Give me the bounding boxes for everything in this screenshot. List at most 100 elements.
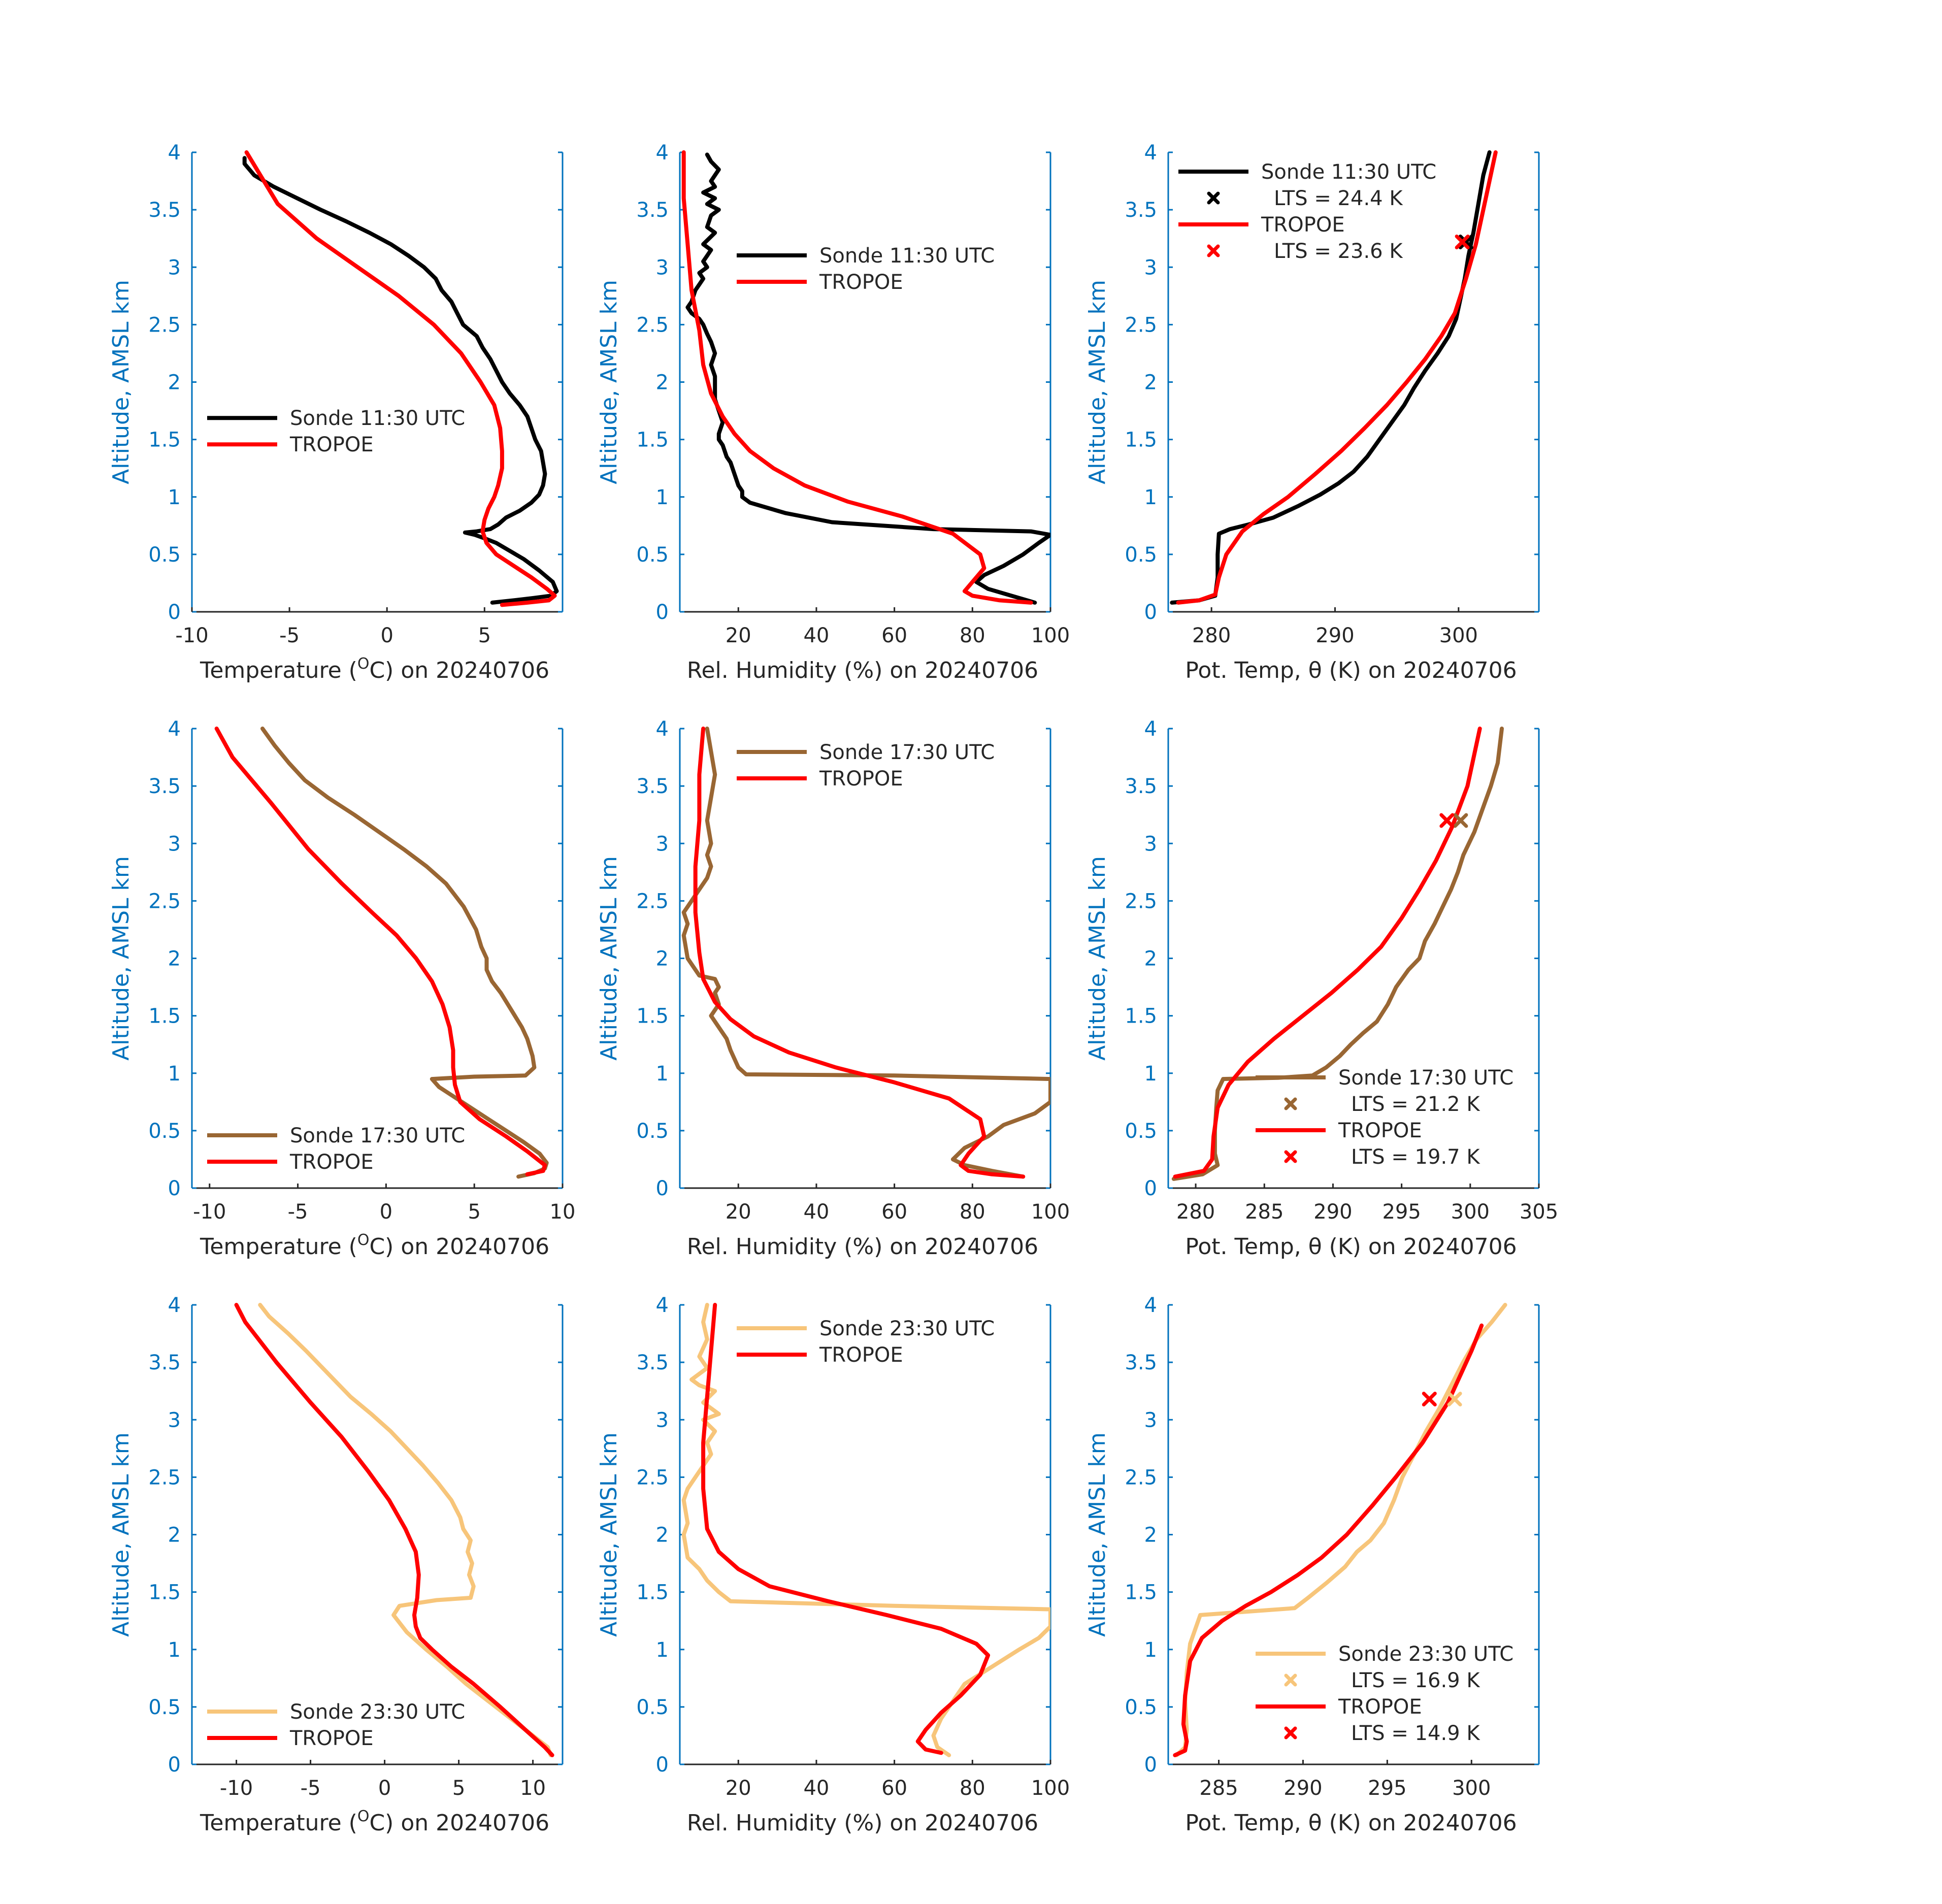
y-axis-label: Altitude, AMSL km bbox=[108, 856, 134, 1061]
y-tick-label: 2.5 bbox=[148, 1466, 181, 1489]
legend-label: Sonde 17:30 UTC bbox=[290, 1124, 465, 1147]
legend: Sonde 23:30 UTC TROPOE bbox=[737, 1317, 995, 1367]
y-tick-label: 0 bbox=[168, 1177, 181, 1200]
y-tick-label: 0 bbox=[1144, 1753, 1157, 1777]
x-tick-label: 80 bbox=[960, 1200, 985, 1224]
x-tick-label: 60 bbox=[881, 624, 907, 647]
lts-marker bbox=[1422, 1392, 1437, 1407]
legend-label: Sonde 23:30 UTC bbox=[1338, 1643, 1513, 1666]
legend-label: Sonde 11:30 UTC bbox=[1261, 160, 1436, 184]
y-tick-label: 1.5 bbox=[1125, 1581, 1157, 1604]
y-tick-label: 0.5 bbox=[636, 1696, 669, 1719]
x-tick-label: 100 bbox=[1031, 1200, 1070, 1224]
x-axis-label: Temperature (OC) on 20240706 bbox=[200, 1808, 549, 1836]
legend-label: TROPOE bbox=[1261, 213, 1345, 237]
panel-rh_1130: 0 0.5 1 1.5 2 2.5 3 3.5 4 20 40 60 80 100 Rel. Humidit… bbox=[596, 141, 1070, 683]
x-tick-label: -5 bbox=[301, 1777, 321, 1800]
x-tick-label: 40 bbox=[803, 1200, 829, 1224]
y-tick-label: 2.5 bbox=[636, 890, 669, 913]
legend: Sonde 11:30 UTC TROPOE bbox=[207, 407, 465, 456]
y-tick-label: 3.5 bbox=[148, 199, 181, 222]
y-tick-label: 0.5 bbox=[636, 543, 669, 567]
panel-temp_2330: 0 0.5 1 1.5 2 2.5 3 3.5 4 -10 -5 0 5 10 Temperature (O… bbox=[108, 1294, 564, 1836]
series-line-tropoe bbox=[244, 150, 557, 607]
legend-label: TROPOE bbox=[1338, 1119, 1422, 1142]
series-line-sonde bbox=[242, 156, 559, 605]
legend-label: LTS = 23.6 K bbox=[1274, 240, 1403, 263]
y-tick-label: 0.5 bbox=[148, 543, 181, 567]
y-axis-label: Altitude, AMSL km bbox=[108, 1432, 134, 1637]
y-tick-label: 2.5 bbox=[1125, 1466, 1157, 1489]
legend: Sonde 11:30 UTC TROPOE bbox=[737, 244, 995, 294]
y-tick-label: 0 bbox=[1144, 1177, 1157, 1200]
series-line-sonde bbox=[681, 1303, 1050, 1757]
panel-theta_1730: 0 0.5 1 1.5 2 2.5 3 3.5 4 280 285 290 295 300 305Pot. … bbox=[1084, 717, 1558, 1260]
y-tick-label: 4 bbox=[168, 141, 181, 165]
x-tick-label: 5 bbox=[468, 1200, 480, 1224]
x-tick-label: 40 bbox=[803, 1777, 829, 1800]
x-tick-label: 0 bbox=[378, 1777, 391, 1800]
legend-label: TROPOE bbox=[289, 1151, 374, 1174]
y-tick-label: 0.5 bbox=[1125, 543, 1157, 567]
y-tick-label: 2 bbox=[168, 1524, 181, 1547]
x-tick-label: 280 bbox=[1192, 624, 1231, 647]
legend-marker bbox=[1207, 191, 1220, 205]
legend: Sonde 23:30 UTC LTS = 16.9 K TROPOE LTS = 1… bbox=[1256, 1643, 1513, 1745]
y-tick-label: 3.5 bbox=[636, 199, 669, 222]
panel-rh_2330: 0 0.5 1 1.5 2 2.5 3 3.5 4 20 40 60 80 100 Rel. Humidit… bbox=[596, 1294, 1070, 1836]
x-tick-label: 295 bbox=[1368, 1777, 1406, 1800]
y-tick-label: 0.5 bbox=[148, 1120, 181, 1143]
x-tick-label: 100 bbox=[1031, 624, 1070, 647]
legend-label: TROPOE bbox=[819, 767, 903, 791]
legend-label: Sonde 23:30 UTC bbox=[290, 1700, 465, 1724]
legend-label: Sonde 17:30 UTC bbox=[819, 741, 995, 764]
panel-rh_1730: 0 0.5 1 1.5 2 2.5 3 3.5 4 20 40 60 80 100 Rel. Humidit… bbox=[596, 717, 1070, 1260]
x-tick-label: 290 bbox=[1283, 1777, 1322, 1800]
legend-label: LTS = 21.2 K bbox=[1351, 1093, 1480, 1116]
y-tick-label: 1.5 bbox=[636, 1005, 669, 1028]
legend-label: TROPOE bbox=[819, 271, 903, 294]
series-line-tropoe bbox=[1173, 1323, 1484, 1757]
y-tick-label: 0 bbox=[656, 601, 669, 624]
y-tick-label: 0.5 bbox=[1125, 1120, 1157, 1143]
y-tick-label: 2 bbox=[1144, 371, 1157, 395]
y-tick-label: 1.5 bbox=[148, 1581, 181, 1604]
x-tick-label: 40 bbox=[803, 624, 829, 647]
y-tick-label: 1.5 bbox=[148, 429, 181, 452]
panel-theta_1130: 0 0.5 1 1.5 2 2.5 3 3.5 4 280 290 300 Pot. Temp, θ (… bbox=[1084, 141, 1540, 683]
y-tick-label: 2 bbox=[656, 371, 669, 395]
lts-marker bbox=[1453, 813, 1468, 828]
y-tick-label: 1 bbox=[1144, 1062, 1157, 1086]
series-line-tropoe bbox=[693, 727, 1026, 1179]
legend-label: LTS = 14.9 K bbox=[1351, 1722, 1480, 1745]
y-axis-label: Altitude, AMSL km bbox=[1084, 1432, 1110, 1637]
x-tick-label: 300 bbox=[1439, 624, 1478, 647]
y-tick-label: 4 bbox=[168, 1294, 181, 1317]
series-line-tropoe bbox=[1173, 727, 1482, 1179]
x-tick-label: 100 bbox=[1031, 1777, 1070, 1800]
y-axis-label: Altitude, AMSL km bbox=[1084, 856, 1110, 1061]
series-line-sonde bbox=[685, 152, 1050, 605]
lts-marker bbox=[1458, 234, 1473, 249]
y-tick-label: 0.5 bbox=[1125, 1696, 1157, 1719]
y-tick-label: 2 bbox=[656, 1524, 669, 1547]
x-tick-label: 295 bbox=[1382, 1200, 1421, 1224]
x-tick-label: 0 bbox=[380, 1200, 392, 1224]
y-tick-label: 0.5 bbox=[636, 1120, 669, 1143]
legend-label: Sonde 23:30 UTC bbox=[819, 1317, 995, 1340]
legend-label: TROPOE bbox=[289, 1727, 374, 1750]
y-tick-label: 3.5 bbox=[636, 1351, 669, 1374]
x-tick-label: 20 bbox=[726, 624, 751, 647]
series-line-sonde bbox=[681, 727, 1050, 1179]
y-tick-label: 2.5 bbox=[1125, 313, 1157, 337]
series-line-tropoe bbox=[234, 1303, 554, 1757]
y-tick-label: 3.5 bbox=[148, 775, 181, 798]
x-axis-label: Rel. Humidity (%) on 20240706 bbox=[687, 658, 1038, 683]
y-tick-label: 2 bbox=[168, 947, 181, 971]
x-axis-label: Pot. Temp, θ (K) on 20240706 bbox=[1185, 1234, 1517, 1260]
x-tick-label: 80 bbox=[960, 1777, 985, 1800]
x-tick-label: 20 bbox=[726, 1200, 751, 1224]
x-axis-label: Pot. Temp, θ (K) on 20240706 bbox=[1185, 1810, 1517, 1836]
lts-marker bbox=[1447, 1392, 1462, 1407]
